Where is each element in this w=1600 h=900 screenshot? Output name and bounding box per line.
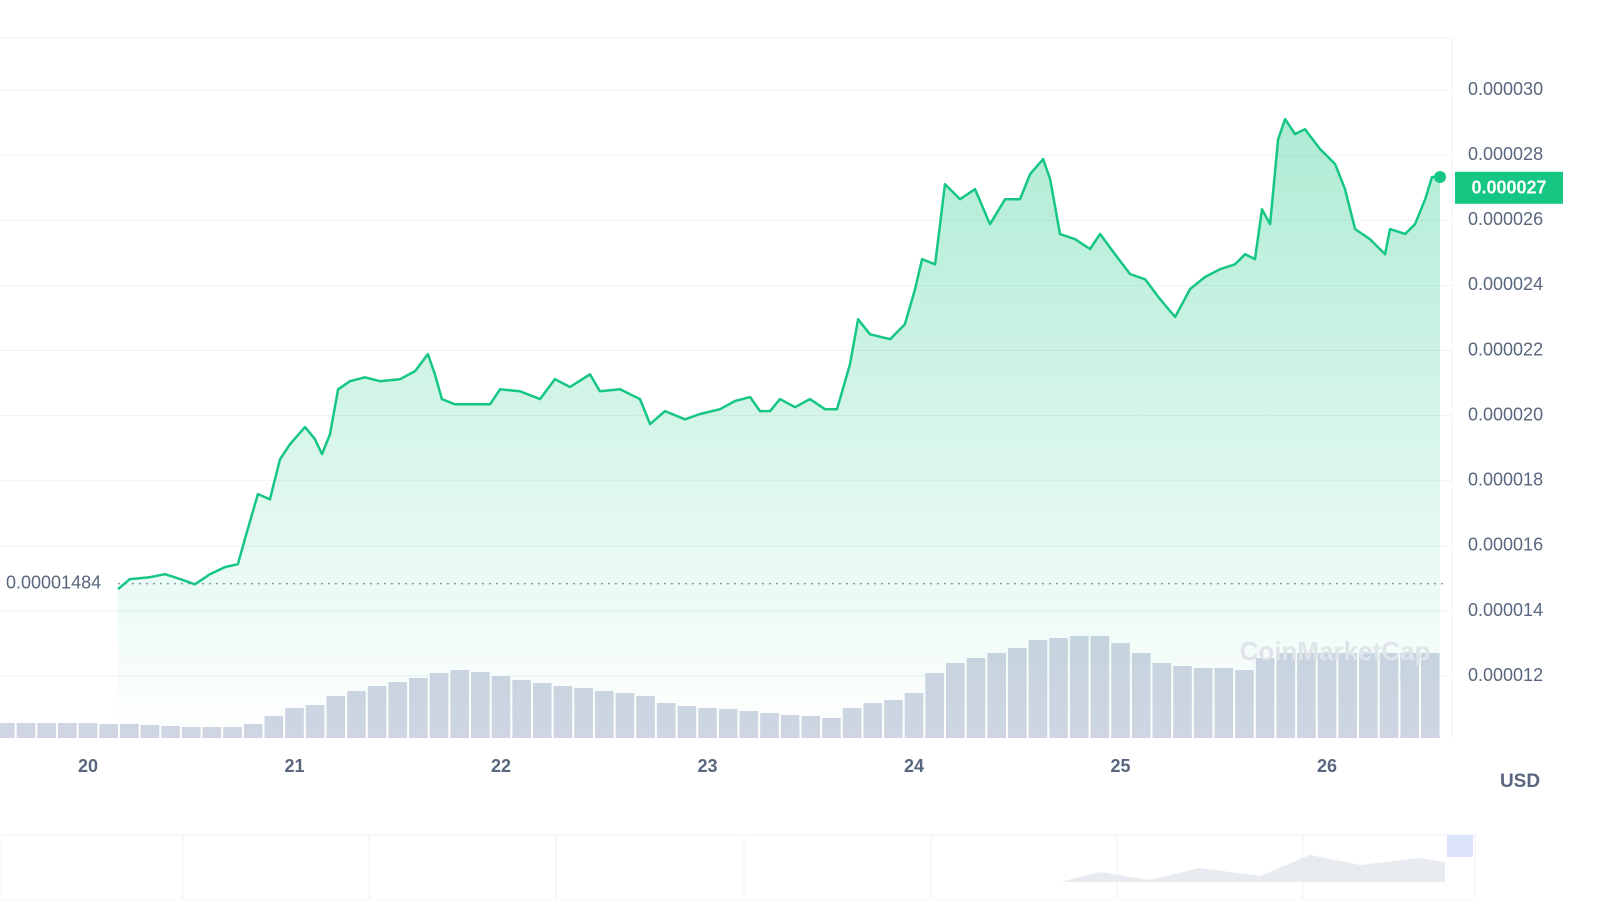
price-area xyxy=(117,117,1448,739)
y-tick-label: 0.000022 xyxy=(1468,339,1543,359)
current-price-label: 0.000027 xyxy=(1471,178,1546,198)
y-tick-label: 0.000026 xyxy=(1468,209,1543,229)
y-tick-label: 0.000024 xyxy=(1468,274,1543,294)
volume-bar xyxy=(37,723,56,738)
navigator-handle[interactable] xyxy=(1447,835,1473,857)
last-point xyxy=(1434,171,1447,184)
y-tick-label: 0.000030 xyxy=(1468,79,1543,99)
volume-bar xyxy=(78,723,98,738)
price-area-fill xyxy=(117,119,1441,739)
x-tick-label: 22 xyxy=(491,756,511,776)
currency-label: USD xyxy=(1500,771,1540,792)
navigator-preview xyxy=(1060,855,1445,882)
x-tick-label: 24 xyxy=(904,756,924,776)
volume-bar xyxy=(57,723,77,738)
watermark: CoinMarketCap xyxy=(1240,636,1431,666)
y-tick-label: 0.000016 xyxy=(1468,535,1543,555)
y-tick-label: 0.000028 xyxy=(1468,144,1543,164)
x-tick-label: 23 xyxy=(698,756,718,776)
y-tick-label: 0.000014 xyxy=(1468,600,1543,620)
x-tick-label: 20 xyxy=(78,756,98,776)
axes: 0.000012 0.000014 0.000016 0.000018 0.000020… xyxy=(6,79,1563,776)
navigator[interactable] xyxy=(0,834,1476,900)
y-tick-label: 0.000018 xyxy=(1468,470,1543,490)
price-line xyxy=(117,117,1440,591)
volume-bar xyxy=(99,724,118,738)
y-tick-label: 0.000020 xyxy=(1468,404,1543,424)
y-tick-label: 0.000012 xyxy=(1468,665,1543,685)
x-tick-label: 21 xyxy=(284,756,304,776)
start-price-label: 0.00001484 xyxy=(6,572,101,592)
x-tick-label: 25 xyxy=(1111,756,1131,776)
volume-bar xyxy=(0,723,15,738)
volume-bar xyxy=(16,723,36,738)
current-price-tag xyxy=(1455,171,1563,204)
x-tick-label: 26 xyxy=(1317,756,1337,776)
